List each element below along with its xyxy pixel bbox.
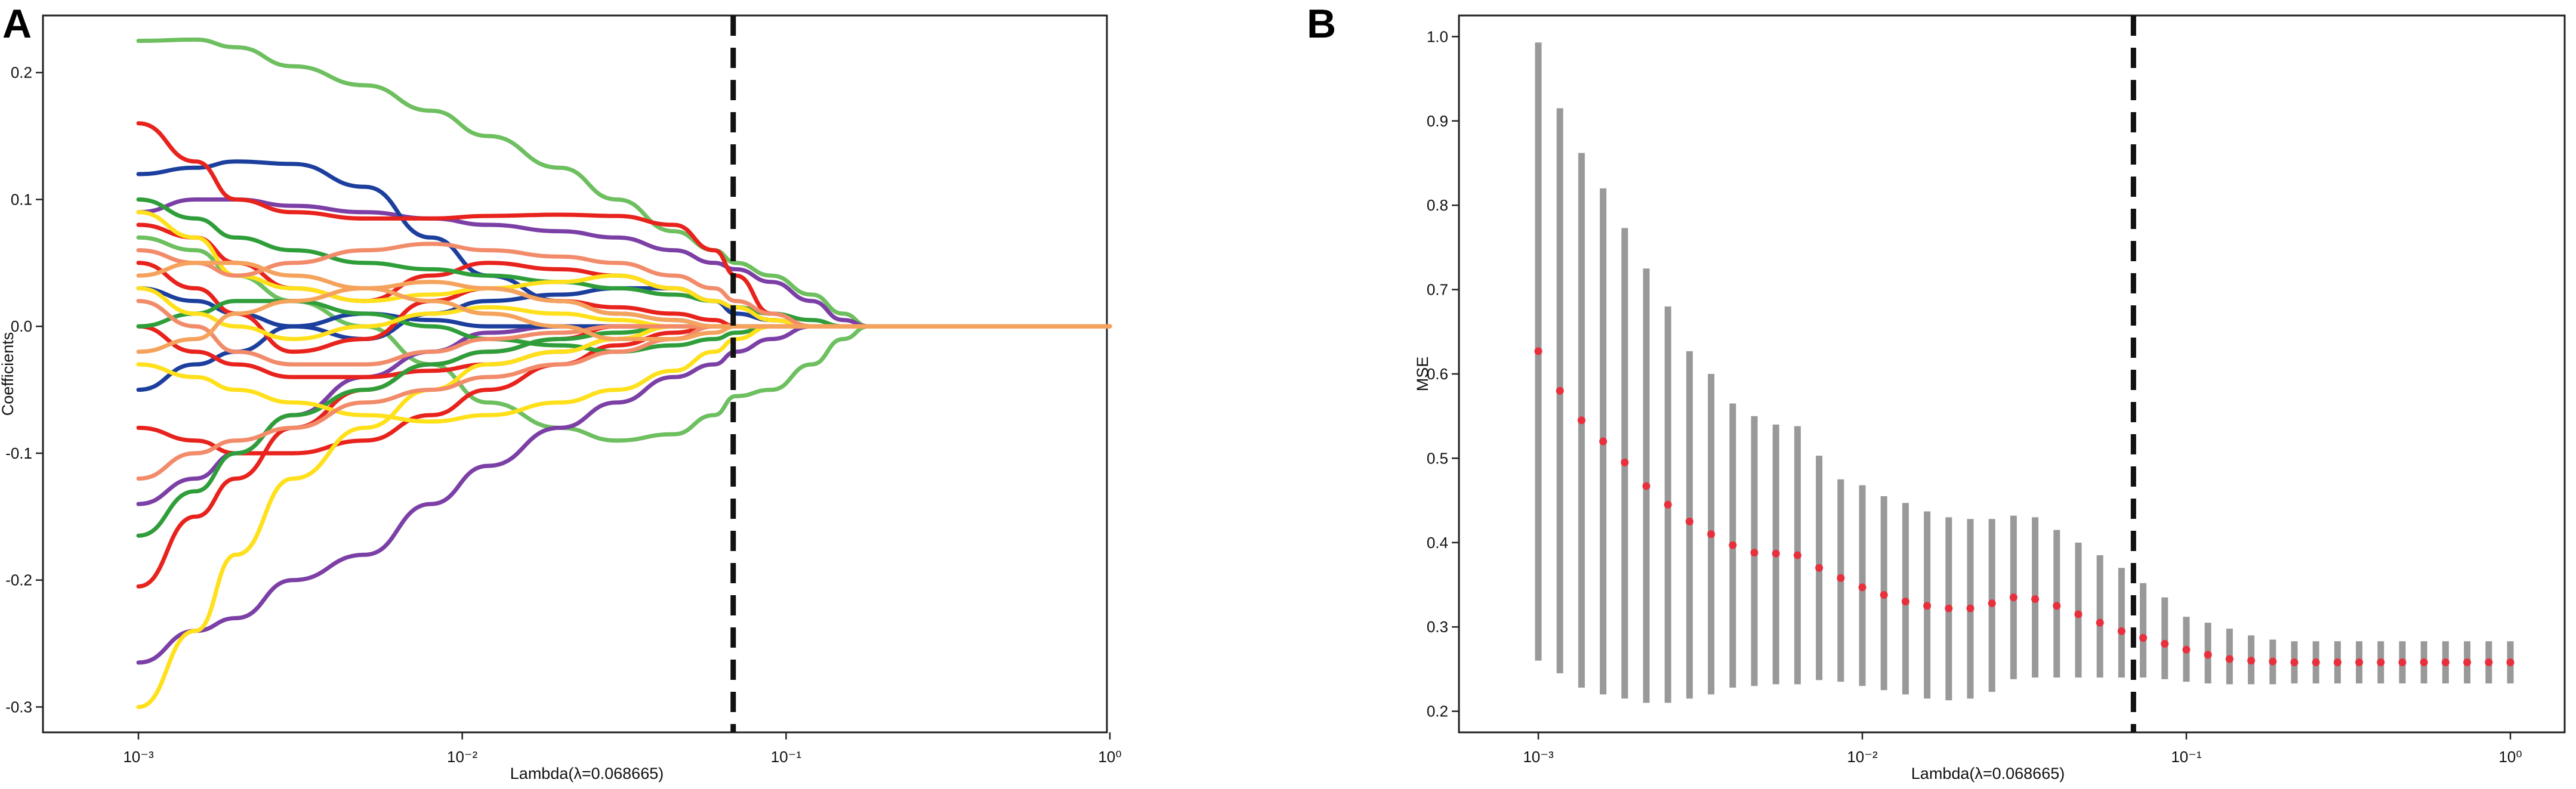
a-y-tick-label: 0.2	[11, 64, 32, 82]
b-y-tick-label: 0.7	[1427, 281, 1448, 299]
coefficient-path-line	[136, 37, 1112, 329]
chart-b-y-axis-label: MSE	[1414, 357, 1432, 392]
mse-point	[2506, 658, 2515, 667]
mse-point	[1621, 458, 1629, 466]
mse-point	[1793, 551, 1801, 559]
b-y-tick-label: 1.0	[1427, 27, 1448, 45]
mse-point	[1772, 549, 1780, 558]
b-y-tick-label: 0.5	[1427, 449, 1448, 467]
coefficient-path-chart: 10⁻³ 10⁻² 10⁻¹ 10⁰ -0.3 -0.2 -0.1 0.0 0.1 0.2 Lam…	[0, 14, 1122, 782]
chart-b-errorbars	[1535, 42, 2514, 703]
mse-point	[2377, 658, 2385, 667]
b-x-tick-label: 10⁻¹	[2171, 748, 2202, 766]
coefficient-path-line	[136, 324, 1112, 709]
mse-point	[2031, 595, 2040, 604]
mse-point	[1858, 583, 1867, 592]
mse-point	[2420, 658, 2428, 667]
mse-point	[2053, 602, 2061, 610]
mse-point	[1534, 347, 1542, 355]
b-x-tick-label: 10⁰	[2498, 748, 2522, 766]
mse-point	[1901, 598, 1909, 606]
b-y-tick-label: 0.3	[1427, 618, 1448, 636]
mse-point	[1837, 574, 1845, 582]
mse-point	[2009, 593, 2017, 602]
a-y-tick-label: -0.1	[5, 444, 32, 462]
mse-point	[2096, 618, 2104, 627]
a-y-tick-label: -0.3	[5, 698, 32, 716]
a-x-tick-label: 10⁻¹	[771, 748, 802, 766]
mse-point	[1577, 416, 1585, 425]
chart-a-frame	[42, 14, 1108, 734]
mse-point	[2139, 634, 2148, 642]
b-x-tick-label: 10⁻²	[1847, 748, 1878, 766]
coefficient-path-line	[136, 261, 1112, 342]
mse-point	[2204, 651, 2212, 659]
mse-point	[1966, 604, 1975, 612]
mse-point	[2074, 610, 2083, 618]
mse-point	[1988, 599, 1996, 608]
a-x-tick-label: 10⁻³	[123, 748, 154, 766]
mse-point	[1750, 549, 1759, 557]
mse-point	[1923, 602, 1932, 610]
mse-point	[2312, 658, 2320, 667]
mse-point	[2355, 658, 2364, 667]
mse-point	[2485, 658, 2493, 667]
b-y-tick-label: 0.2	[1427, 703, 1448, 720]
mse-point	[1685, 517, 1693, 525]
a-x-tick-label: 10⁰	[1098, 748, 1121, 766]
b-y-tick-label: 0.4	[1427, 534, 1448, 552]
panel-b-label: B	[1307, 1, 1337, 47]
mse-point	[2290, 658, 2299, 667]
mse-point	[2333, 658, 2341, 667]
b-y-tick-label: 0.6	[1427, 365, 1448, 383]
mse-point	[2225, 655, 2233, 663]
mse-point	[1556, 386, 1564, 395]
mse-point	[2463, 658, 2472, 667]
a-y-tick-label: -0.2	[5, 571, 32, 589]
a-y-tick-label: 0.0	[11, 317, 32, 335]
a-y-tick-label: 0.1	[11, 190, 32, 208]
panel-a-label: A	[2, 1, 32, 47]
mse-point	[2441, 658, 2449, 667]
chart-b-ticks: 10⁻³ 10⁻² 10⁻¹ 10⁰ 0.2 0.3 0.4 0.5 0.6 0.7 0.8 0.9 1…	[1427, 27, 2522, 766]
b-y-tick-label: 0.8	[1427, 196, 1448, 214]
mse-point	[1642, 482, 1651, 490]
coefficient-path-line	[136, 121, 1112, 329]
mse-point	[1815, 564, 1824, 572]
mse-point	[2182, 645, 2191, 654]
chart-a-series-group	[136, 37, 1112, 709]
coefficient-path-line	[136, 280, 1112, 354]
a-x-tick-label: 10⁻²	[447, 748, 478, 766]
mse-cv-chart: 10⁻³ 10⁻² 10⁻¹ 10⁰ 0.2 0.3 0.4 0.5 0.6 0.7 0.8 0.9 1…	[1414, 14, 2566, 782]
mse-point	[2161, 640, 2169, 648]
mse-point	[1945, 604, 1953, 612]
chart-b-x-axis-label: Lambda(λ=0.068665)	[1911, 765, 2065, 782]
mse-point	[2269, 657, 2277, 666]
mse-point	[2117, 627, 2125, 635]
mse-point	[2398, 658, 2407, 667]
chart-a-y-axis-label: Coefficients	[0, 332, 17, 416]
b-y-tick-label: 0.9	[1427, 112, 1448, 130]
mse-point	[1599, 437, 1608, 445]
mse-point	[1707, 530, 1716, 539]
mse-point	[1880, 590, 1888, 599]
b-x-tick-label: 10⁻³	[1523, 748, 1554, 766]
chart-a-ticks: 10⁻³ 10⁻² 10⁻¹ 10⁰ -0.3 -0.2 -0.1 0.0 0.1 0.2	[5, 64, 1121, 766]
mse-point	[1664, 500, 1672, 509]
mse-point	[2247, 657, 2256, 665]
mse-point	[1729, 541, 1737, 549]
chart-a-x-axis-label: Lambda(λ=0.068665)	[510, 765, 664, 782]
chart-b-points	[1534, 347, 2515, 667]
